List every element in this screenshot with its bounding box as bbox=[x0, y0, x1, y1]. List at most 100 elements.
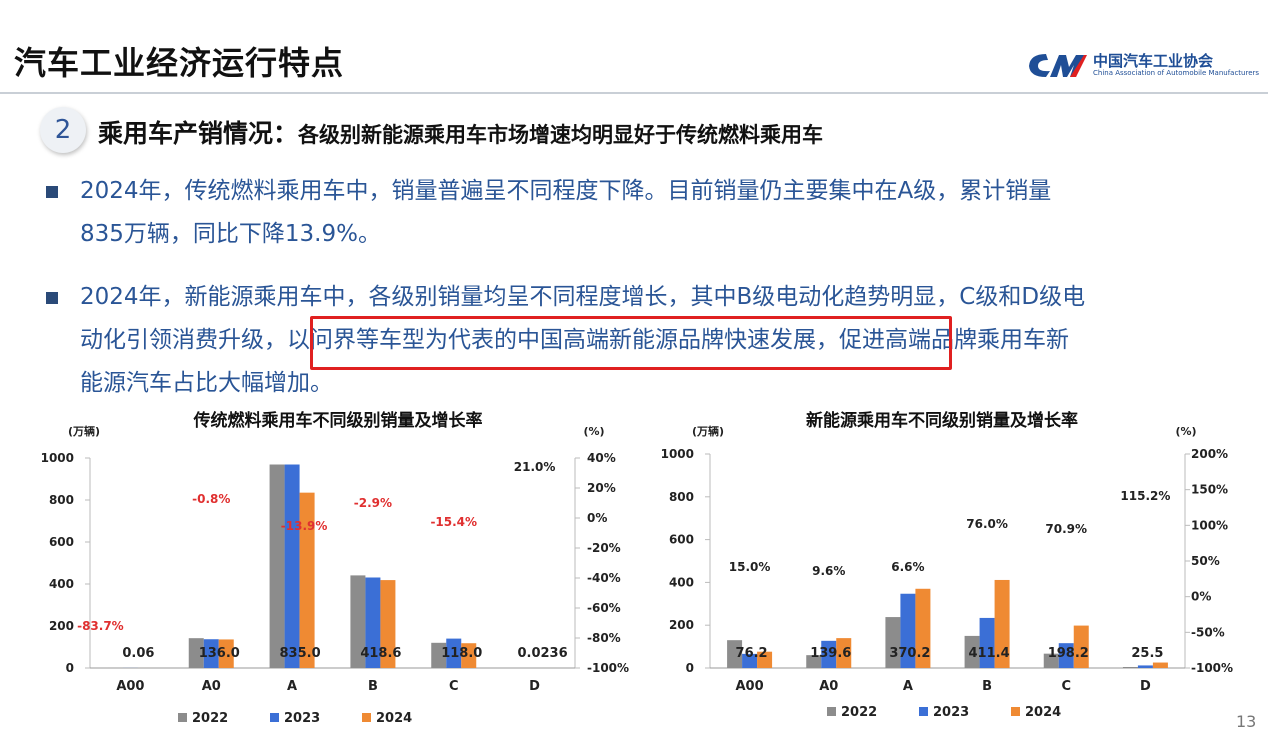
bar-2022-A bbox=[885, 617, 901, 668]
x-tick-label: A00 bbox=[116, 679, 144, 694]
x-tick-label: A0 bbox=[202, 679, 221, 694]
bar-2024-D bbox=[1152, 662, 1168, 668]
data-label: 118.0 bbox=[441, 646, 482, 661]
bar-2024-A0 bbox=[836, 638, 852, 668]
chart-title: 传统燃料乘用车不同级别销量及增长率 bbox=[193, 410, 483, 431]
y2-tick-label: -40% bbox=[587, 571, 621, 585]
y-tick-label: 200 bbox=[49, 619, 74, 633]
section-subtitle: 各级别新能源乘用车市场增速均明显好于传统燃料乘用车 bbox=[298, 123, 824, 147]
data-label: 418.6 bbox=[360, 646, 401, 661]
data-label: 25.5 bbox=[1131, 646, 1163, 661]
bullet-2-line-3: 能源汽车占比大幅增加。 bbox=[80, 370, 333, 396]
growth-rate-label: 9.6% bbox=[812, 564, 845, 578]
data-label: 411.4 bbox=[969, 646, 1010, 661]
bar-2023-B bbox=[979, 617, 995, 668]
x-tick-label: D bbox=[1140, 679, 1151, 694]
highlight-box bbox=[310, 316, 952, 370]
page-title: 汽车工业经济运行特点 bbox=[14, 44, 345, 82]
data-label: 139.6 bbox=[810, 646, 851, 661]
bullet-1-text: 2024年，传统燃料乘用车中，销量普遍呈不同程度下降。目前销量仍主要集中在A级，… bbox=[80, 170, 1236, 256]
bar-2023-A0 bbox=[821, 640, 837, 668]
legend-swatch-2022 bbox=[178, 713, 187, 722]
growth-rate-label: 6.6% bbox=[891, 560, 924, 574]
legend-label-2023: 2023 bbox=[284, 711, 320, 726]
bar-2024-B bbox=[380, 580, 396, 668]
bullet-2-line-2-start: 动化引领消费升级， bbox=[80, 327, 287, 353]
bar-2023-A00 bbox=[742, 653, 758, 668]
y2-tick-label: -100% bbox=[1191, 661, 1233, 675]
legend-label-2024: 2024 bbox=[1025, 705, 1061, 720]
data-label: 76.2 bbox=[736, 646, 768, 661]
y2-tick-label: 0% bbox=[1191, 590, 1211, 604]
growth-rate-label: 76.0% bbox=[966, 517, 1008, 531]
logo-text-en: China Association of Automobile Manufact… bbox=[1093, 69, 1260, 77]
bar-2023-B bbox=[365, 577, 381, 668]
x-tick-label: B bbox=[368, 679, 378, 694]
y-tick-label: 0 bbox=[66, 661, 74, 675]
growth-rate-label: 15.0% bbox=[729, 560, 771, 574]
y2-tick-label: 50% bbox=[1191, 554, 1220, 568]
bar-2023-C bbox=[1058, 643, 1074, 668]
bar-2024-A bbox=[299, 492, 315, 668]
x-tick-label: C bbox=[449, 679, 459, 694]
bar-2023-A bbox=[284, 464, 300, 668]
chart-new-energy: 新能源乘用车不同级别销量及增长率 (万辆) (%) 0 200 400 600 800 1000… bbox=[661, 410, 1233, 720]
y2-tick-label: 150% bbox=[1191, 483, 1228, 497]
y-tick-label: 0 bbox=[686, 661, 694, 675]
legend-label-2022: 2022 bbox=[841, 705, 877, 720]
legend-swatch-2023 bbox=[270, 713, 279, 722]
y2-tick-label: 20% bbox=[587, 481, 616, 495]
data-label: 835.0 bbox=[280, 646, 321, 661]
y-tick-label: 1000 bbox=[661, 447, 694, 461]
data-label: 370.2 bbox=[889, 646, 930, 661]
bullet-1: 2024年，传统燃料乘用车中，销量普遍呈不同程度下降。目前销量仍主要集中在A级，… bbox=[46, 170, 1236, 256]
section-number-badge: 2 bbox=[40, 107, 86, 153]
section-title-main: 乘用车产销情况： bbox=[98, 119, 299, 148]
x-tick-label: A bbox=[287, 679, 297, 694]
bullet-2-text: 2024年，新能源乘用车中，各级别销量均呈不同程度增长，其中B级电动化趋势明显，… bbox=[80, 276, 1236, 405]
y2-tick-label: 40% bbox=[587, 451, 616, 465]
y-tick-label: 800 bbox=[49, 493, 74, 507]
y-tick-label: 1000 bbox=[41, 451, 74, 465]
bar-2023-D bbox=[1137, 665, 1153, 668]
bar-2023-A0 bbox=[203, 639, 219, 668]
chart-traditional-fuel: 传统燃料乘用车不同级别销量及增长率 (万辆) (%) 0 200 400 600 800 100… bbox=[41, 410, 629, 726]
bar-2022-A0 bbox=[188, 638, 204, 668]
legend-swatch-2024 bbox=[1011, 707, 1020, 716]
x-tick-label: D bbox=[529, 679, 540, 694]
right-axis-unit: (%) bbox=[1175, 425, 1196, 438]
right-axis-unit: (%) bbox=[583, 425, 604, 438]
bar-2022-A0 bbox=[806, 655, 822, 668]
growth-rate-label: 70.9% bbox=[1045, 522, 1087, 536]
legend-swatch-2023 bbox=[919, 707, 928, 716]
left-axis-unit: (万辆) bbox=[692, 424, 724, 438]
growth-rate-label: -15.4% bbox=[430, 515, 477, 529]
bar-2022-B bbox=[964, 635, 980, 668]
legend-swatch-2022 bbox=[827, 707, 836, 716]
x-tick-label: A00 bbox=[736, 679, 764, 694]
x-tick-label: B bbox=[982, 679, 992, 694]
y2-tick-label: -60% bbox=[587, 601, 621, 615]
bar-2022-A bbox=[269, 464, 285, 668]
growth-rate-label: -2.9% bbox=[354, 496, 392, 510]
bar-2022-A00 bbox=[727, 640, 743, 668]
caam-logo-icon bbox=[1029, 54, 1087, 77]
data-label: 0.06 bbox=[122, 646, 154, 661]
x-tick-label: A0 bbox=[819, 679, 838, 694]
bar-2024-A0 bbox=[218, 639, 234, 668]
caam-logo: 中国汽车工业协会 China Association of Automobile… bbox=[1026, 46, 1259, 86]
growth-rate-label: 21.0% bbox=[514, 460, 556, 474]
data-label: 0.0236 bbox=[517, 646, 567, 661]
y2-tick-label: -50% bbox=[1191, 625, 1225, 639]
y2-tick-label: 0% bbox=[587, 511, 607, 525]
bar-2023-C bbox=[446, 638, 462, 668]
bar-2022-B bbox=[350, 575, 366, 668]
y2-tick-label: -20% bbox=[587, 541, 621, 555]
y-tick-label: 400 bbox=[49, 577, 74, 591]
bullet-2-line-2: 动化引领消费升级，以问界等车型为代表的中国高端新能源品牌快速发展，促进高端品牌乘… bbox=[80, 319, 1236, 362]
bar-2024-C bbox=[1073, 625, 1089, 668]
legend-swatch-2024 bbox=[362, 713, 371, 722]
bullet-square-icon bbox=[46, 186, 58, 198]
highlighted-phrase: 以问界等车型为代表的中国高端新能源品牌快速发展 bbox=[287, 327, 816, 353]
growth-rate-label: 115.2% bbox=[1120, 489, 1170, 503]
